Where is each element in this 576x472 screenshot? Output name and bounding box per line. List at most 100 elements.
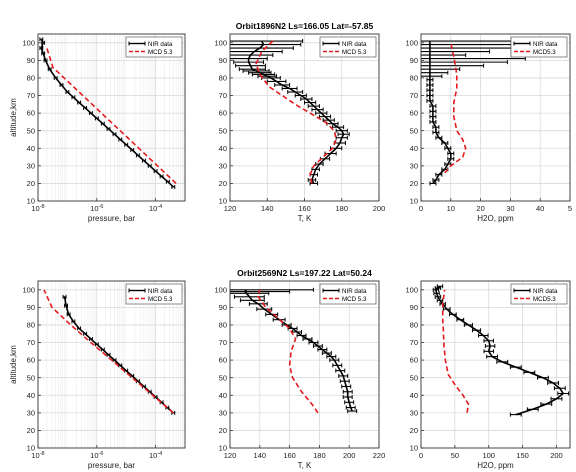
y-tick-label: 70	[410, 91, 418, 100]
y-tick-label: 90	[27, 303, 35, 312]
y-tick-label: 80	[410, 74, 418, 83]
legend-box	[125, 36, 183, 58]
y-axis-label: altitude,km	[9, 98, 18, 137]
x-tick-label: 120	[224, 204, 237, 213]
data-layer	[39, 37, 177, 189]
y-tick-label: 30	[27, 161, 35, 170]
y-tick-label: 10	[27, 197, 35, 206]
y-tick-label: 60	[27, 109, 35, 118]
chart-panel-r2t: 120 140 160 180 200 220 10 20 30 40 50 60 70 80 90 100 O…	[214, 268, 386, 470]
legend-label: NIR data	[148, 41, 173, 48]
chart-title: Orbit1896N2 Ls=166.05 Lat=-57.85	[236, 21, 374, 31]
y-tick-label: 80	[27, 321, 35, 330]
axes-box	[229, 280, 380, 449]
y-tick-label: 80	[219, 321, 227, 330]
x-tick-label: 160	[283, 451, 296, 460]
y-tick-label: 80	[27, 74, 35, 83]
x-tick-label: 0	[419, 204, 423, 213]
y-tick-label: 30	[27, 408, 35, 417]
legend-label: MCD 5.3	[148, 296, 173, 303]
legend-label: MCD 5.3	[148, 49, 173, 56]
legend-label: MCD 5.3	[342, 49, 367, 56]
x-tick-label: 10-8	[31, 204, 44, 213]
y-tick-label: 50	[410, 373, 418, 382]
legend-label: NIR data	[342, 288, 367, 295]
x-tick-label: 140	[261, 204, 274, 213]
x-tick-label: 0	[419, 451, 423, 460]
y-tick-label: 90	[410, 303, 418, 312]
x-tick-exponent: -4	[157, 204, 162, 210]
y-tick-label: 30	[410, 161, 418, 170]
y-tick-label: 100	[214, 285, 227, 294]
y-tick-label: 70	[219, 338, 227, 347]
data-layer	[230, 287, 358, 414]
x-tick-label: 200	[373, 204, 386, 213]
y-tick-label: 100	[405, 38, 418, 47]
y-tick-label: 20	[219, 426, 227, 435]
x-tick-label: 30	[506, 204, 514, 213]
x-tick-exponent: -8	[40, 451, 45, 457]
x-tick-label: 200	[550, 451, 563, 460]
y-tick-label: 50	[27, 126, 35, 135]
y-axis-label: altitude,km	[9, 345, 18, 384]
x-tick-exponent: -6	[99, 204, 104, 210]
x-tick-label: 140	[254, 451, 267, 460]
y-tick-label: 20	[219, 179, 227, 188]
y-tick-label: 90	[27, 56, 35, 65]
y-tick-label: 10	[410, 197, 418, 206]
series-line-mcd	[255, 40, 338, 184]
x-axis-label: T, K	[298, 214, 312, 223]
y-tick-label: 20	[410, 426, 418, 435]
y-tick-label: 80	[410, 321, 418, 330]
legend-box	[319, 36, 377, 58]
y-tick-label: 60	[410, 356, 418, 365]
y-tick-label: 90	[219, 303, 227, 312]
y-tick-label: 10	[219, 197, 227, 206]
x-tick-label: 220	[373, 451, 386, 460]
y-tick-label: 20	[27, 426, 35, 435]
y-tick-label: 100	[22, 38, 35, 47]
x-tick-label: 10	[447, 204, 455, 213]
legend-label: MCD 5.3	[342, 296, 367, 303]
y-tick-label: 60	[27, 356, 35, 365]
x-tick-label: 150	[516, 451, 529, 460]
x-tick-label: 40	[536, 204, 544, 213]
y-tick-label: 50	[27, 373, 35, 382]
data-layer	[230, 39, 350, 186]
series-line-nir	[243, 289, 353, 412]
y-tick-label: 60	[219, 356, 227, 365]
legend-box	[510, 36, 568, 58]
legend-label: MCD5.3	[533, 296, 556, 303]
series-line-mcd	[46, 47, 177, 184]
y-tick-label: 70	[27, 91, 35, 100]
y-tick-label: 90	[410, 56, 418, 65]
x-tick-exponent: -8	[40, 204, 45, 210]
x-tick-label: 20	[476, 204, 484, 213]
plot-area	[38, 34, 185, 201]
legend-box	[319, 283, 377, 305]
series-line-mcd	[441, 289, 470, 413]
x-tick-label: 160	[298, 204, 311, 213]
y-tick-label: 70	[27, 338, 35, 347]
y-tick-label: 60	[219, 109, 227, 118]
plot-area	[230, 281, 379, 448]
y-tick-label: 100	[22, 285, 35, 294]
legend-label: NIR data	[148, 288, 173, 295]
axes-box	[37, 280, 186, 449]
x-tick-label: 10-8	[31, 451, 44, 460]
series-line-mcd	[257, 289, 319, 414]
legend-box	[510, 283, 568, 305]
y-tick-label: 40	[410, 144, 418, 153]
y-tick-label: 20	[410, 179, 418, 188]
x-tick-label: 50	[451, 451, 459, 460]
y-tick-label: 80	[219, 74, 227, 83]
x-axis-label: H2O, ppm	[477, 461, 514, 470]
chart-panel-r1p: 10-8 10-6 10-4 10 20 30 40 50 60 70 80 90 100 pressur…	[9, 33, 186, 223]
legend-label: NIR data	[533, 288, 558, 295]
